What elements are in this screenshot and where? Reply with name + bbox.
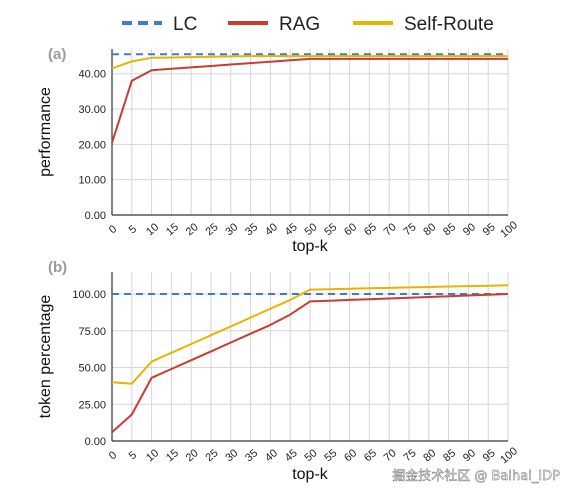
series-line-self-route	[111, 55, 508, 70]
x-tick-label: 50	[303, 447, 320, 464]
x-tick-label: 40	[263, 221, 280, 238]
x-tick-label: 0	[107, 223, 119, 236]
x-tick-label: 20	[184, 221, 201, 238]
y-tick-label: 0.00	[85, 436, 106, 448]
panel-performance: (a) 0.00 10.00 20.00 30.00 40.00 0 5 10 15 20 25 30 3…	[37, 46, 520, 255]
x-tick-label: 30	[223, 447, 240, 464]
x-axis-title: top-k	[292, 466, 329, 483]
x-tick-label: 75	[402, 221, 419, 238]
panel-label: (a)	[48, 46, 66, 63]
x-tick-label: 55	[322, 447, 339, 464]
x-tick-label: 65	[362, 221, 379, 238]
x-tick-label: 35	[243, 447, 260, 464]
x-tick-label: 0	[107, 449, 119, 462]
x-tick-label: 10	[144, 447, 161, 464]
y-tick-label: 75.00	[78, 326, 106, 338]
x-tick-label: 15	[164, 447, 181, 464]
y-tick-label: 0.00	[85, 210, 106, 222]
x-tick-label: 90	[461, 447, 478, 464]
x-tick-label: 55	[322, 221, 339, 238]
x-tick-label: 85	[441, 221, 458, 238]
x-tick-label: 95	[481, 221, 498, 238]
y-tick-label: 25.00	[78, 399, 106, 411]
legend-label-rag: RAG	[279, 14, 320, 35]
x-tick-label: 25	[204, 221, 221, 238]
panel-label: (b)	[48, 259, 67, 276]
x-tick-label: 70	[382, 447, 399, 464]
series-line-rag	[111, 293, 509, 433]
y-tick-label: 100.00	[72, 289, 106, 301]
y-tick-label: 50.00	[78, 363, 106, 375]
x-tick-label: 25	[204, 447, 221, 464]
watermark-text: 掘金技术社区 @ Baihai_IDP	[392, 468, 560, 484]
x-tick-label: 45	[283, 447, 300, 464]
x-tick-label: 75	[402, 447, 419, 464]
x-tick-label: 50	[303, 221, 320, 238]
grid	[111, 49, 509, 216]
legend-item-self-route: Self-Route	[353, 14, 494, 35]
panel-token-percentage: (b) 0.00 25.00 50.00 75.00 100.00 0 5 10 15 20 25 30…	[37, 259, 520, 483]
y-tick-label: 30.00	[78, 104, 106, 116]
x-tick-label: 20	[184, 447, 201, 464]
grid	[111, 272, 509, 442]
legend-label-self-route: Self-Route	[404, 14, 494, 35]
x-tick-label: 65	[362, 447, 379, 464]
legend: LC RAG Self-Route	[122, 14, 494, 35]
legend-item-rag: RAG	[228, 14, 320, 35]
x-tick-label: 5	[127, 223, 139, 236]
x-tick-label: 80	[421, 221, 438, 238]
y-tick-label: 40.00	[78, 69, 106, 81]
x-tick-label: 100	[498, 219, 520, 240]
x-tick-label: 5	[127, 449, 139, 462]
x-tick-label: 70	[382, 221, 399, 238]
legend-label-lc: LC	[173, 14, 197, 35]
y-axis-title: token percentage	[37, 295, 54, 419]
series-line-self-route	[111, 284, 509, 385]
y-tick-label: 20.00	[78, 139, 106, 151]
x-tick-label: 85	[441, 447, 458, 464]
x-tick-label: 30	[223, 221, 240, 238]
y-axis-title: performance	[37, 87, 54, 177]
x-tick-label: 100	[498, 445, 520, 466]
x-tick-label: 60	[342, 221, 359, 238]
x-tick-label: 45	[283, 221, 300, 238]
x-tick-label: 95	[481, 447, 498, 464]
series-line-rag	[111, 57, 508, 143]
x-tick-label: 60	[342, 447, 359, 464]
x-tick-label: 90	[461, 221, 478, 238]
x-tick-label: 35	[243, 221, 260, 238]
x-tick-label: 40	[263, 447, 280, 464]
x-tick-label: 10	[144, 221, 161, 238]
y-tick-label: 10.00	[78, 175, 106, 187]
x-tick-label: 15	[164, 221, 181, 238]
x-axis-title: top-k	[292, 238, 329, 255]
legend-item-lc: LC	[122, 14, 197, 35]
x-tick-label: 80	[421, 447, 438, 464]
